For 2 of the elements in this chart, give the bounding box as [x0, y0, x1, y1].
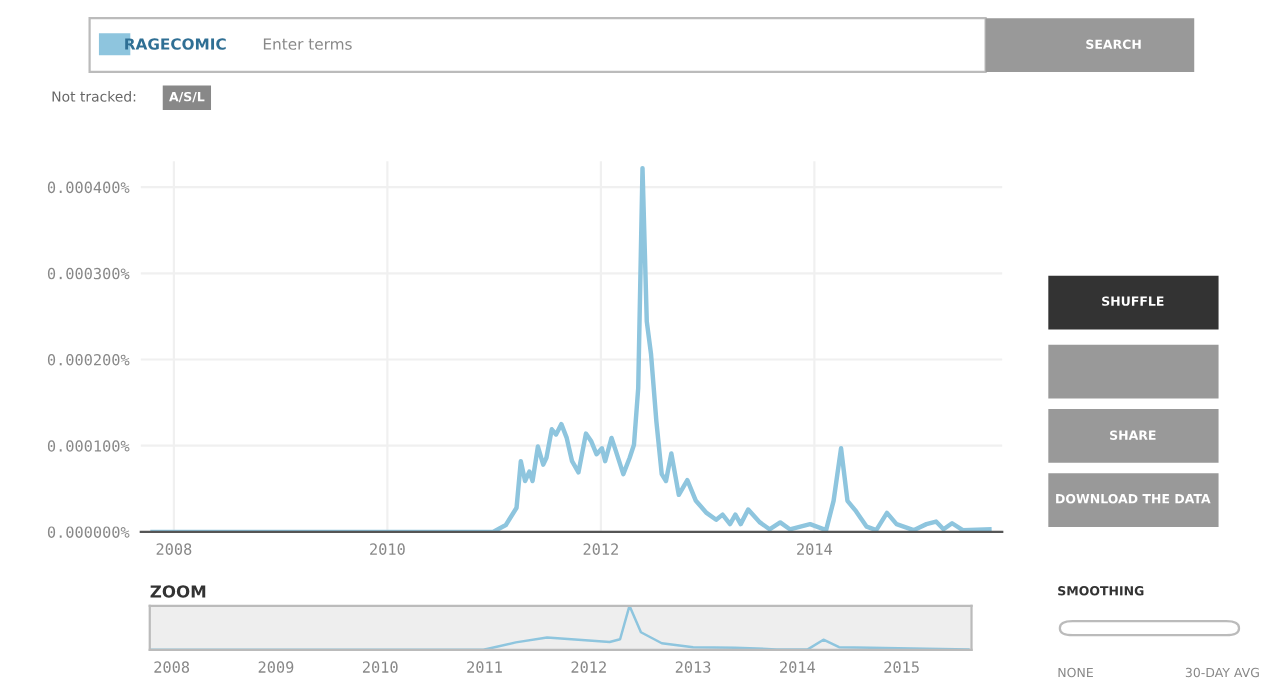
- chart-title: ZOOM: [150, 585, 206, 598]
- line-series: [150, 165, 992, 532]
